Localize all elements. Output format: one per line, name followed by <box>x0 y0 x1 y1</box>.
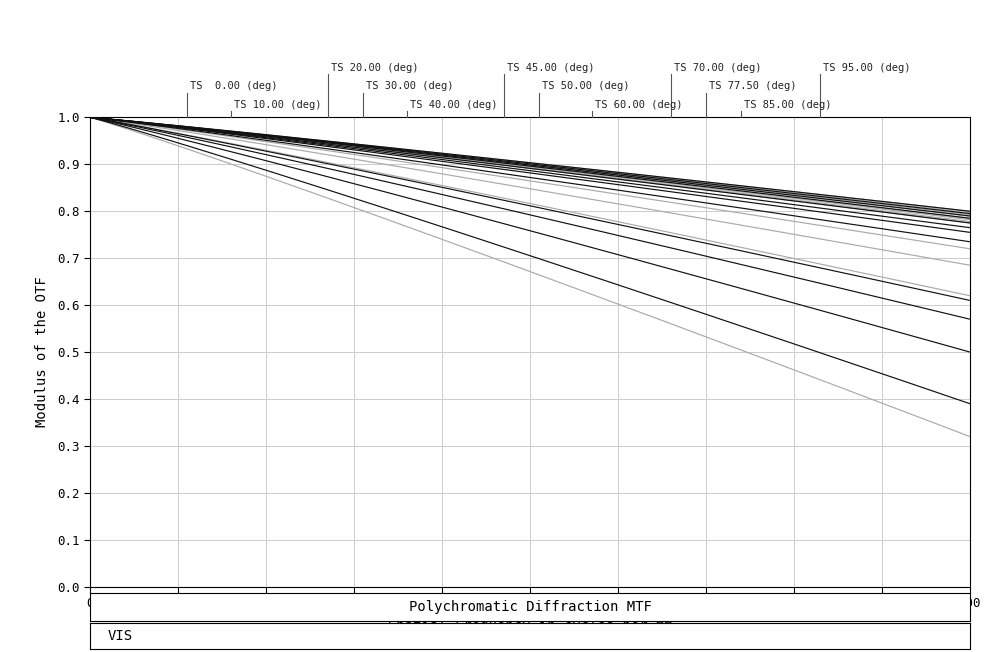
Text: TS 50.00 (deg): TS 50.00 (deg) <box>542 82 629 91</box>
Text: TS 45.00 (deg): TS 45.00 (deg) <box>507 63 594 73</box>
Text: TS 95.00 (deg): TS 95.00 (deg) <box>823 63 911 73</box>
Text: Polychromatic Diffraction MTF: Polychromatic Diffraction MTF <box>409 600 651 614</box>
Text: TS 85.00 (deg): TS 85.00 (deg) <box>744 100 832 110</box>
Text: TS 20.00 (deg): TS 20.00 (deg) <box>331 63 418 73</box>
Text: TS 10.00 (deg): TS 10.00 (deg) <box>234 100 321 110</box>
Text: TS  0.00 (deg): TS 0.00 (deg) <box>190 82 277 91</box>
Text: TS 30.00 (deg): TS 30.00 (deg) <box>366 82 453 91</box>
Text: TS 60.00 (deg): TS 60.00 (deg) <box>595 100 682 110</box>
X-axis label: Spatial Frequency in cycles per mm: Spatial Frequency in cycles per mm <box>388 619 672 632</box>
Text: VIS: VIS <box>108 629 133 643</box>
Y-axis label: Modulus of the OTF: Modulus of the OTF <box>35 276 49 428</box>
Text: TS 40.00 (deg): TS 40.00 (deg) <box>410 100 497 110</box>
Text: TS 70.00 (deg): TS 70.00 (deg) <box>674 63 761 73</box>
Text: TS 77.50 (deg): TS 77.50 (deg) <box>709 82 796 91</box>
